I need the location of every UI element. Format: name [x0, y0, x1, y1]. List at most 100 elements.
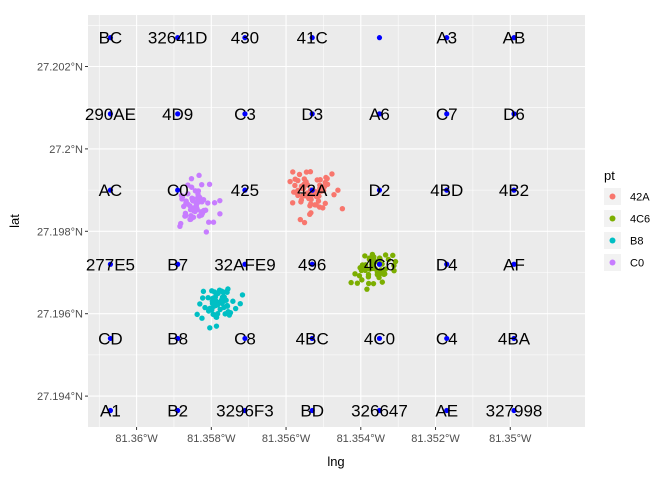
point-42a	[324, 181, 331, 188]
grid-cell-point	[376, 35, 383, 41]
grid-cell-point	[107, 35, 114, 41]
point-b8	[209, 288, 215, 294]
point-42a	[317, 185, 323, 191]
legend-label: 42A	[630, 192, 650, 204]
grid-cell-label: 277E5	[86, 255, 135, 274]
grid-cell-label: 41C	[297, 29, 328, 48]
point-42a	[335, 187, 341, 193]
point-b8	[194, 311, 200, 318]
legend-title: pt	[604, 168, 615, 183]
grid-cell-label: 32AFE9	[214, 255, 275, 274]
point-42a	[329, 171, 335, 177]
grid-cell-point	[376, 261, 383, 267]
point-b8	[219, 297, 225, 303]
point-42a	[307, 211, 313, 217]
grid-cell-label: C4	[436, 329, 458, 348]
point-4c6	[385, 256, 392, 263]
point-c0	[178, 220, 184, 227]
grid-cell-point	[175, 111, 181, 117]
grid-cell-point	[309, 407, 315, 414]
point-42a	[312, 202, 318, 208]
point-42a	[339, 205, 346, 212]
point-c0	[191, 208, 197, 214]
point-b8	[232, 305, 239, 312]
y-tick-label: 27.202°N	[37, 62, 83, 74]
point-b8	[205, 294, 211, 301]
x-tick-label: 81.35°W	[489, 433, 532, 445]
point-4c6	[390, 252, 396, 259]
point-4c6	[369, 251, 376, 258]
grid-cell-point	[309, 335, 315, 342]
grid-cell-point	[242, 35, 248, 41]
x-tick-label: 81.352°W	[411, 433, 460, 445]
grid-cell-label: D4	[436, 255, 458, 274]
legend-key-b8	[609, 237, 616, 244]
grid-cell-point	[107, 261, 114, 267]
grid-cell-point	[511, 187, 517, 193]
grid-cell-point	[175, 261, 181, 267]
point-4c6	[362, 262, 369, 268]
point-c0	[199, 210, 206, 216]
legend-key-42a	[609, 193, 616, 200]
point-4c6	[370, 280, 377, 287]
legend-label: C0	[630, 258, 644, 270]
grid-cell-point	[444, 187, 450, 193]
grid-cell-point	[444, 111, 450, 117]
grid-cell-label: C3	[234, 105, 256, 124]
x-tick-label: 81.358°W	[187, 433, 236, 445]
point-42a	[289, 200, 296, 206]
point-c0	[196, 199, 202, 205]
grid-cell-point	[175, 335, 181, 342]
point-b8	[217, 306, 223, 313]
point-42a	[301, 219, 308, 226]
grid-cell-point	[309, 261, 315, 267]
grid-cell-label: 496	[298, 255, 326, 274]
point-c0	[179, 196, 185, 202]
point-b8	[209, 307, 215, 313]
y-axis: 27.194°N 27.196°N 27.198°N 27.2°N 27.202°N	[37, 62, 88, 403]
grid-cell-label: A3	[436, 29, 457, 48]
grid-cell-point	[511, 407, 517, 414]
point-42a	[291, 189, 297, 195]
point-42a	[301, 176, 308, 182]
grid-cell-label: BC	[99, 29, 123, 48]
point-4c6	[382, 266, 389, 272]
point-b8	[214, 302, 221, 308]
point-b8	[239, 292, 246, 298]
grid-cell-label: 32641D	[148, 29, 208, 48]
point-42a	[322, 200, 328, 207]
grid-cell-point	[376, 335, 383, 342]
grid-cell-point	[511, 335, 517, 342]
grid-cell-label: 425	[231, 181, 259, 200]
grid-cell-point	[309, 111, 315, 117]
grid-cell-point	[511, 35, 517, 41]
grid-cell-label: C8	[234, 329, 256, 348]
grid-cell-label: 430	[231, 29, 259, 48]
point-b8	[237, 300, 243, 307]
y-axis-title: lat	[7, 214, 22, 228]
legend-key-4c6	[609, 215, 616, 222]
grid-cell-label: 327998	[486, 402, 543, 421]
grid-cell-label: A6	[369, 105, 390, 124]
grid-cell-point	[242, 335, 248, 342]
legend: pt 42A 4C6 B8 C0	[604, 168, 650, 271]
point-c0	[206, 219, 212, 225]
point-c0	[196, 172, 202, 179]
point-42a	[308, 196, 314, 203]
grid-cell-point	[511, 111, 517, 117]
cluster-points	[177, 169, 399, 331]
minor-gridlines	[88, 15, 585, 427]
point-42a	[317, 177, 323, 183]
point-42a	[295, 177, 301, 184]
grid-cell-label: 4B2	[499, 181, 529, 200]
point-4c6	[376, 255, 383, 261]
point-c0	[199, 181, 205, 188]
point-4c6	[376, 270, 382, 276]
point-b8	[225, 308, 231, 315]
grid-cell-point	[444, 35, 450, 41]
point-4c6	[382, 271, 388, 277]
point-4c6	[354, 280, 361, 286]
grid-cell-point	[511, 261, 517, 267]
point-b8	[197, 301, 203, 307]
grid-cell-label: B2	[167, 402, 188, 421]
